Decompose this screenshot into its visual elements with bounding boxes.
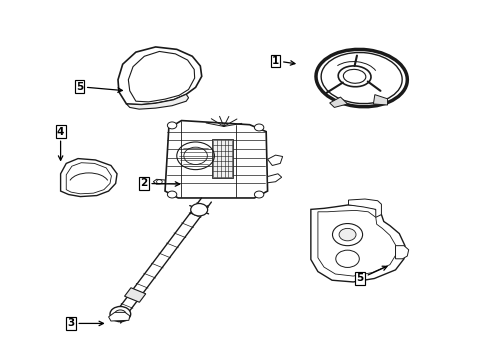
Circle shape: [254, 124, 264, 131]
Circle shape: [168, 191, 177, 198]
Text: 5: 5: [357, 266, 387, 283]
Text: 2: 2: [140, 179, 180, 188]
Polygon shape: [109, 312, 130, 321]
Polygon shape: [153, 179, 165, 184]
Circle shape: [191, 203, 208, 216]
Polygon shape: [268, 174, 282, 183]
Polygon shape: [373, 95, 388, 105]
Polygon shape: [348, 199, 381, 217]
Text: 1: 1: [272, 56, 295, 66]
Circle shape: [110, 306, 131, 322]
Polygon shape: [61, 158, 117, 197]
Text: 4: 4: [57, 127, 64, 160]
Circle shape: [339, 228, 356, 241]
Circle shape: [115, 310, 126, 318]
Polygon shape: [318, 210, 395, 276]
Polygon shape: [268, 155, 283, 166]
Circle shape: [254, 191, 264, 198]
Circle shape: [168, 122, 177, 129]
Text: 5: 5: [76, 82, 122, 92]
Circle shape: [333, 224, 363, 246]
Polygon shape: [165, 121, 268, 198]
Polygon shape: [118, 47, 202, 105]
Polygon shape: [66, 163, 111, 194]
Polygon shape: [330, 97, 347, 107]
Polygon shape: [126, 94, 189, 109]
Polygon shape: [124, 288, 146, 302]
Text: 3: 3: [67, 319, 103, 328]
Circle shape: [336, 250, 359, 267]
Polygon shape: [212, 139, 233, 178]
Polygon shape: [311, 205, 405, 282]
Polygon shape: [395, 246, 409, 259]
Polygon shape: [128, 51, 195, 102]
